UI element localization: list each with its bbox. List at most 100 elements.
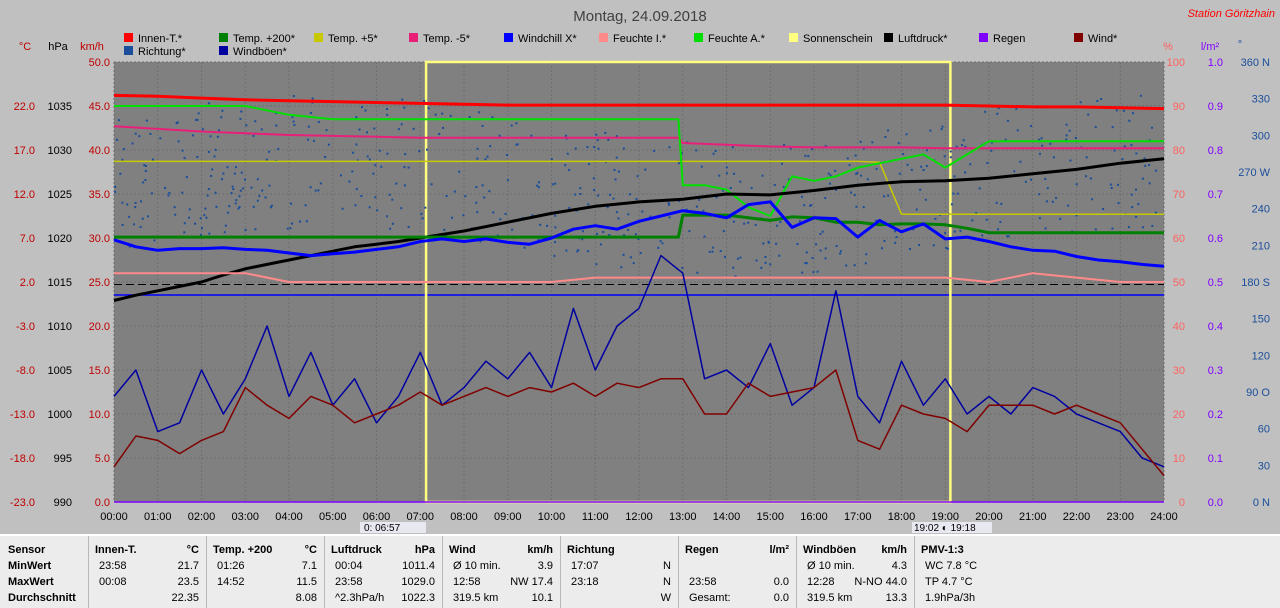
stats-column-unit: °C	[304, 544, 317, 556]
sunrise-label-bg	[360, 522, 426, 533]
direction-dot	[902, 152, 905, 155]
direction-dot	[595, 133, 598, 136]
stats-value: 8.08	[295, 592, 317, 604]
direction-dot	[725, 172, 728, 175]
direction-dot	[230, 192, 233, 195]
direction-dot	[606, 206, 609, 209]
direction-dot	[492, 211, 495, 214]
direction-unit-label: °	[1238, 39, 1242, 51]
stats-avg-label: Durchschnitt	[8, 592, 76, 604]
direction-dot	[215, 205, 218, 208]
direction-dot	[373, 127, 376, 130]
direction-dot	[604, 131, 607, 134]
direction-dot	[498, 134, 501, 137]
stats-column-header: Richtung	[561, 542, 679, 558]
direction-dot	[191, 134, 194, 137]
x-tick-label: 03:00	[231, 511, 259, 523]
temp-tick-label: -23.0	[10, 497, 35, 509]
direction-dot	[366, 131, 369, 134]
direction-dot	[355, 116, 358, 119]
direction-dot	[1065, 123, 1068, 126]
wind-tick-label: 35.0	[89, 189, 110, 201]
direction-dot	[260, 128, 263, 131]
direction-dot	[1113, 149, 1116, 152]
direction-dot	[475, 201, 478, 204]
direction-dot	[810, 204, 813, 207]
direction-dot	[920, 165, 923, 168]
direction-tick-label: 120	[1252, 350, 1270, 362]
legend-swatch	[314, 33, 323, 42]
stats-value: 1011.4	[402, 560, 435, 572]
direction-dot	[245, 124, 248, 127]
temp-tick-label: -18.0	[10, 453, 35, 465]
direction-dot	[632, 262, 635, 265]
stats-column-name: Luftdruck	[331, 544, 382, 556]
direction-dot	[969, 163, 972, 166]
stats-value-row: 23:58 0.0	[679, 574, 797, 590]
direction-dot	[915, 208, 918, 211]
direction-dot	[597, 147, 600, 150]
direction-dot	[565, 249, 568, 252]
direction-dot	[574, 193, 577, 196]
weather-chart: Montag, 24.09.2018 Station Göritzhain 22…	[0, 0, 1280, 534]
direction-dot	[739, 256, 742, 259]
legend-label: Luftdruck*	[898, 33, 948, 45]
direction-dot	[1144, 164, 1147, 167]
direction-dot	[239, 117, 242, 120]
direction-dot	[339, 174, 342, 177]
direction-dot	[289, 227, 292, 230]
stats-column: Regen l/m² 23:58 0.0 Gesamt: 0.0	[678, 536, 797, 608]
direction-dot	[622, 253, 625, 256]
stats-column-header: Innen-T. °C	[89, 542, 207, 558]
direction-dot	[305, 220, 308, 223]
direction-dot	[1122, 109, 1125, 112]
direction-dot	[743, 222, 746, 225]
direction-dot	[733, 172, 736, 175]
direction-dot	[862, 147, 865, 150]
direction-dot	[678, 200, 681, 203]
direction-dot	[224, 224, 227, 227]
direction-dot	[834, 169, 837, 172]
direction-dot	[139, 200, 142, 203]
direction-tick-label: 210	[1252, 240, 1270, 252]
legend-label: Temp. -5*	[423, 33, 471, 45]
temp-tick-label: -13.0	[10, 409, 35, 421]
axis-labels: 22.0 17.0 12.0 7.0 2.0 -3.0 -8.0 -13.0 -18.0 -23.…	[10, 39, 1271, 534]
direction-dot	[780, 162, 783, 165]
direction-dot	[188, 208, 191, 211]
direction-dot	[1007, 235, 1010, 238]
direction-dot	[824, 197, 827, 200]
direction-dot	[239, 189, 242, 192]
direction-dot	[696, 271, 699, 274]
series-temp200	[114, 213, 1164, 239]
direction-dot	[434, 113, 437, 116]
temp-tick-label: 12.0	[14, 189, 35, 201]
direction-dot	[893, 230, 896, 233]
direction-dot	[195, 118, 198, 121]
direction-dot	[905, 133, 908, 136]
stats-value-row: 23:58 1029.0	[325, 574, 443, 590]
stats-min-label: MinWert	[8, 560, 52, 572]
direction-dot	[853, 194, 856, 197]
direction-dot	[579, 192, 582, 195]
direction-dot	[376, 209, 379, 212]
stats-value-row: 17:07 N	[561, 558, 679, 574]
stats-value-row: 12:28 N-NO 44.0	[797, 574, 915, 590]
direction-dot	[834, 188, 837, 191]
direction-dot	[391, 222, 394, 225]
direction-dot	[144, 165, 147, 168]
direction-dot	[812, 271, 815, 274]
x-tick-label: 16:00	[800, 511, 828, 523]
direction-dot	[1040, 137, 1043, 140]
direction-dot	[953, 175, 956, 178]
direction-dot	[176, 121, 179, 124]
direction-dot	[290, 202, 293, 205]
direction-dot	[839, 252, 842, 255]
pressure-tick-label: 1010	[48, 321, 72, 333]
series-tempm5	[113, 125, 1164, 150]
direction-dot	[391, 198, 394, 201]
direction-dot	[458, 170, 461, 173]
direction-dot	[126, 203, 129, 206]
direction-dot	[233, 172, 236, 175]
stats-time: 23:18	[571, 576, 599, 588]
